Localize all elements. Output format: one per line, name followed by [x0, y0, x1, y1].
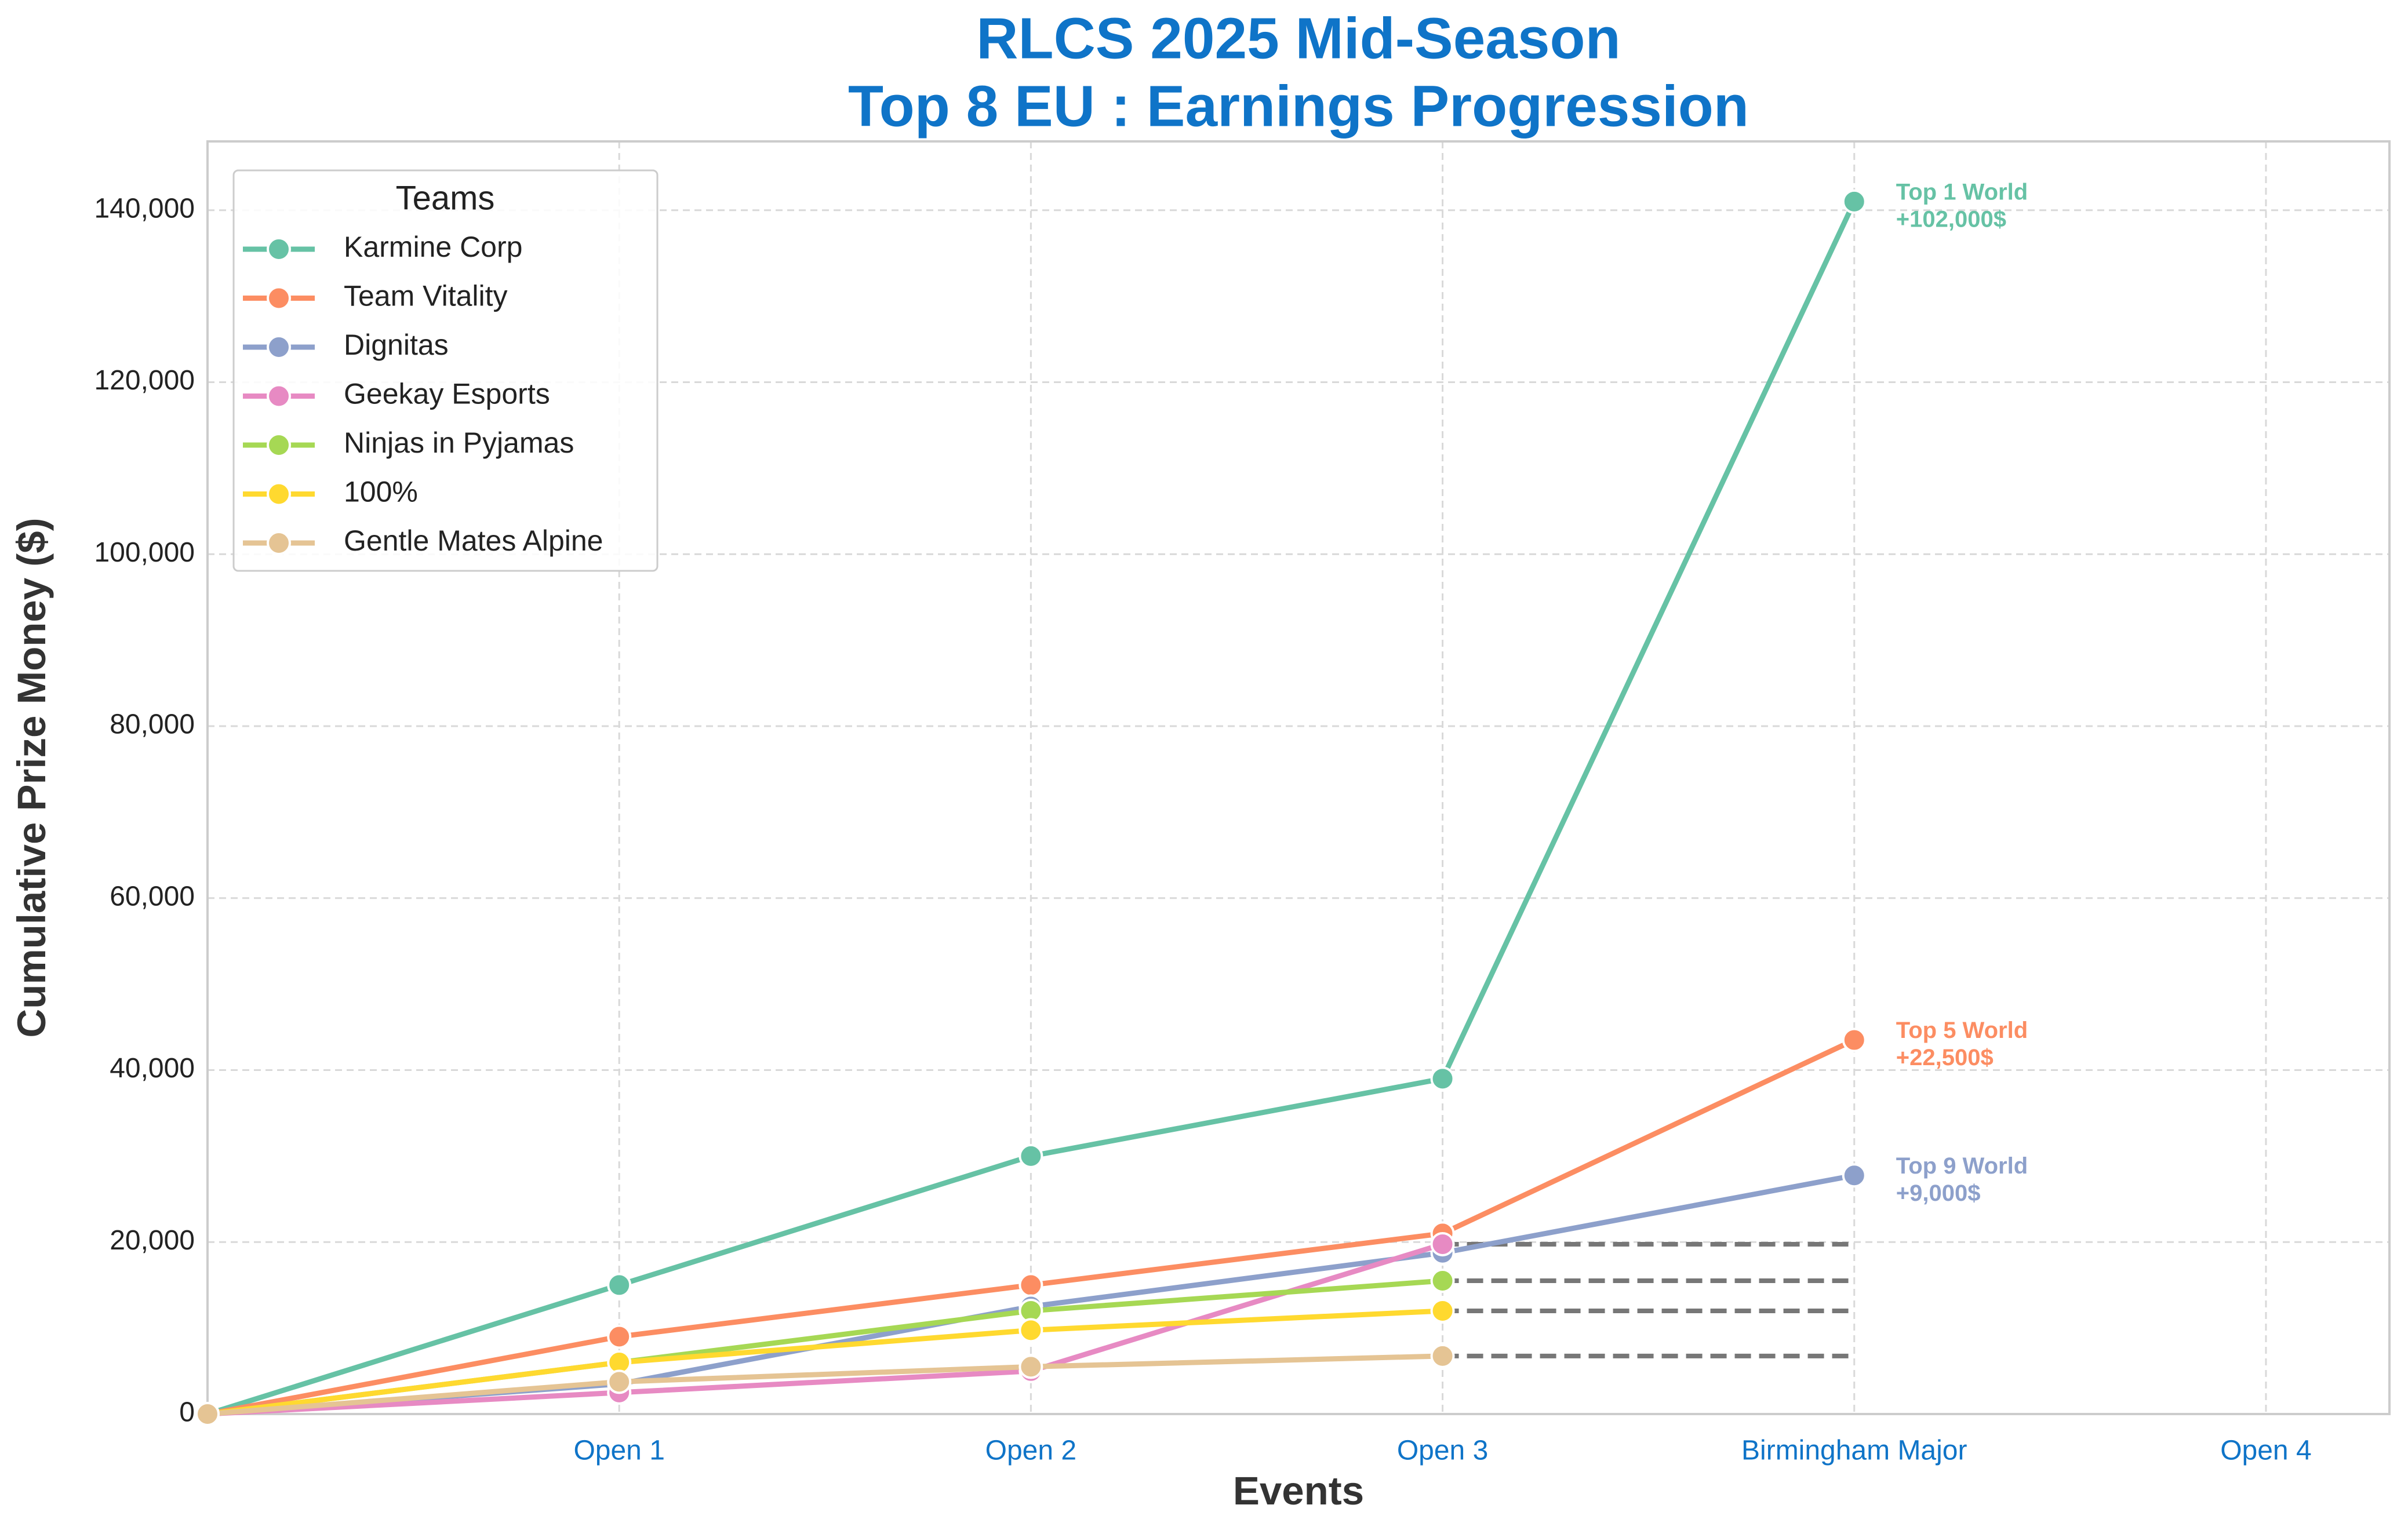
legend-marker [267, 384, 291, 409]
annotation: +9,000$ [1896, 1180, 1981, 1206]
legend-label: Geekay Esports [344, 378, 550, 410]
y-axis-label: Cumulative Prize Money ($) [9, 518, 54, 1037]
data-point [607, 1273, 632, 1298]
legend-label: Gentle Mates Alpine [344, 524, 603, 557]
annotation: Top 9 World [1896, 1153, 2028, 1179]
series-line [207, 1353, 1443, 1417]
data-point [1430, 1269, 1455, 1293]
plot-frame [206, 140, 2391, 1415]
annotation: +22,500$ [1896, 1045, 1994, 1070]
legend-marker [267, 237, 291, 261]
x-tick-label: Open 3 [1397, 1435, 1488, 1466]
x-tick-label: Birmingham Major [1741, 1435, 1967, 1466]
y-tick-label: 120,000 [94, 365, 195, 396]
data-point [1842, 189, 1867, 214]
legend-label: Team Vitality [344, 280, 508, 312]
data-point [1019, 1354, 1043, 1379]
x-axis-label: Events [1233, 1469, 1364, 1513]
legend-marker [267, 433, 291, 457]
data-point [607, 1324, 632, 1349]
legend: Teams Karmine Corp Team Vitality Dignitas Ge… [232, 169, 659, 572]
legend-label: 100% [344, 476, 418, 508]
data-point [1842, 1027, 1867, 1052]
legend-label: Ninjas in Pyjamas [344, 427, 574, 459]
y-tick-label: 80,000 [110, 709, 195, 740]
data-point [1019, 1318, 1043, 1343]
y-tick-label: 20,000 [110, 1225, 195, 1256]
data-point [1019, 1143, 1043, 1168]
y-tick-label: 140,000 [94, 193, 195, 224]
data-point [1430, 1298, 1455, 1323]
y-tick-label: 0 [179, 1397, 195, 1428]
chart-title: RLCS 2025 Mid-Season [976, 6, 1620, 71]
data-point [195, 1402, 220, 1426]
chart-title: Top 8 EU : Earnings Progression [848, 74, 1749, 139]
data-point [607, 1369, 632, 1394]
annotation: Top 1 World [1896, 179, 2028, 205]
y-tick-label: 40,000 [110, 1053, 195, 1084]
legend-box [232, 169, 659, 572]
y-tick-label: 60,000 [110, 881, 195, 912]
data-point [1430, 1343, 1455, 1368]
legend-label: Dignitas [344, 329, 449, 361]
x-tick-label: Open 2 [985, 1435, 1076, 1466]
data-point [1842, 1163, 1867, 1188]
x-tick-label: Open 1 [573, 1435, 664, 1466]
y-tick-label: 100,000 [94, 537, 195, 568]
data-point [1019, 1273, 1043, 1298]
legend-marker [267, 482, 291, 507]
data-point [1430, 1231, 1455, 1256]
x-tick-label: Open 4 [2220, 1435, 2311, 1466]
annotation: Top 5 World [1896, 1018, 2028, 1043]
legend-marker [267, 335, 291, 359]
data-point [1430, 1066, 1455, 1091]
legend-marker [267, 531, 291, 555]
annotation: +102,000$ [1896, 206, 2006, 232]
series-line [207, 1308, 1443, 1417]
legend-title: Teams [396, 179, 495, 217]
legend-marker [267, 286, 291, 311]
series-line [207, 1241, 1443, 1417]
legend-label: Karmine Corp [344, 231, 522, 263]
